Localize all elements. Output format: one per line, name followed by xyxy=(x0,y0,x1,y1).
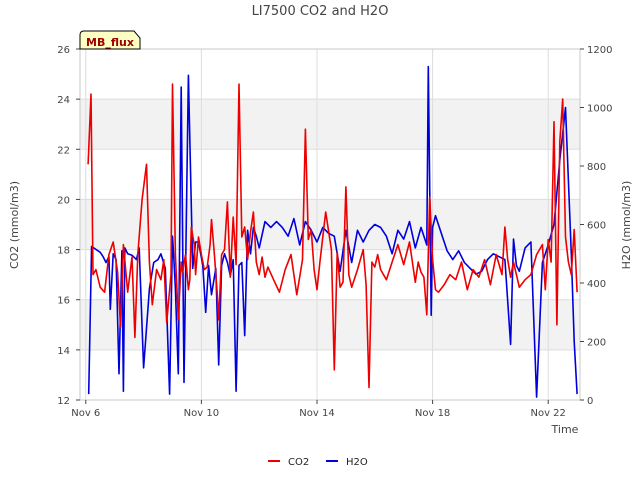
right-axis-label: H2O (mmol/m3) xyxy=(620,181,633,270)
right-tick-label-5: 1000 xyxy=(587,104,612,115)
left-tick-label-5: 22 xyxy=(57,145,70,156)
right-tick-label-0: 0 xyxy=(587,396,593,407)
series-line-co2 xyxy=(87,83,578,389)
site-badge: MB_flux xyxy=(79,30,141,50)
background-band-0 xyxy=(80,299,580,350)
right-tick-label-4: 800 xyxy=(587,162,606,173)
series-line-h2o xyxy=(87,65,578,398)
right-tick-label-2: 400 xyxy=(587,279,606,290)
bottom-tick-label-3: Nov 18 xyxy=(415,408,450,419)
left-tick-label-1: 14 xyxy=(57,346,70,357)
bottom-axis: Nov 6 Nov 10 Nov 14 Nov 18 Nov 22 xyxy=(71,400,566,419)
x-axis-label: Time xyxy=(551,423,579,436)
bottom-tick-label-2: Nov 14 xyxy=(299,408,334,419)
right-axis: 0 200 400 600 800 1000 1200 xyxy=(580,45,612,407)
bottom-tick-label-1: Nov 10 xyxy=(184,408,219,419)
left-tick-label-4: 20 xyxy=(57,195,70,206)
site-badge-text: MB_flux xyxy=(86,36,134,49)
bottom-tick-label-4: Nov 22 xyxy=(530,408,565,419)
left-tick-label-7: 26 xyxy=(57,45,70,56)
right-tick-label-1: 200 xyxy=(587,338,606,349)
series-lines xyxy=(87,65,578,398)
right-tick-label-6: 1200 xyxy=(587,45,612,56)
left-tick-label-6: 24 xyxy=(57,95,70,106)
left-axis: 12 14 16 18 20 22 24 26 xyxy=(57,45,80,407)
site-badge-box xyxy=(79,30,141,50)
left-tick-label-0: 12 xyxy=(57,396,70,407)
background-bands xyxy=(80,99,580,350)
left-tick-label-2: 16 xyxy=(57,296,70,307)
legend-label-h2o: H2O xyxy=(346,457,368,468)
legend: CO2 H2O xyxy=(268,457,368,468)
legend-label-co2: CO2 xyxy=(288,457,309,468)
left-axis-label: CO2 (mmol/m3) xyxy=(8,181,21,269)
left-tick-label-3: 18 xyxy=(57,246,70,257)
right-tick-label-3: 600 xyxy=(587,221,606,232)
chart-title: LI7500 CO2 and H2O xyxy=(252,4,389,19)
bottom-tick-label-0: Nov 6 xyxy=(71,408,100,419)
background-band-2 xyxy=(80,99,580,150)
